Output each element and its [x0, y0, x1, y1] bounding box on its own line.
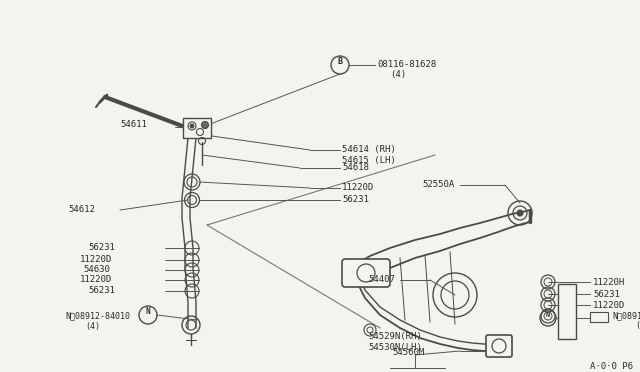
Text: 54529N(RH): 54529N(RH) — [368, 332, 422, 341]
Text: 54560M: 54560M — [392, 348, 424, 357]
FancyBboxPatch shape — [486, 335, 512, 357]
Text: 54530N(LH): 54530N(LH) — [368, 343, 422, 352]
Text: 08116-81628: 08116-81628 — [377, 60, 436, 69]
Text: 54407: 54407 — [368, 275, 395, 284]
Text: B: B — [337, 58, 342, 67]
FancyBboxPatch shape — [590, 312, 608, 322]
Text: 54612: 54612 — [68, 205, 95, 214]
Text: 52550A: 52550A — [422, 180, 454, 189]
Text: 56231: 56231 — [88, 286, 115, 295]
Text: N: N — [546, 312, 550, 318]
Text: 11220H: 11220H — [593, 278, 625, 287]
Text: 54630: 54630 — [83, 265, 110, 274]
Circle shape — [190, 124, 194, 128]
Text: 56231: 56231 — [593, 290, 620, 299]
Text: 54618: 54618 — [342, 163, 369, 172]
Circle shape — [202, 122, 209, 128]
Text: 54615 (LH): 54615 (LH) — [342, 156, 396, 165]
FancyBboxPatch shape — [558, 284, 576, 339]
FancyBboxPatch shape — [342, 259, 390, 287]
FancyBboxPatch shape — [183, 118, 211, 138]
Text: 11220D: 11220D — [593, 301, 625, 310]
Text: 11220D: 11220D — [80, 275, 112, 284]
Text: 11220D: 11220D — [80, 255, 112, 264]
Text: 54614 (RH): 54614 (RH) — [342, 145, 396, 154]
Circle shape — [517, 210, 523, 216]
Text: A·0·0 P6: A·0·0 P6 — [590, 362, 633, 371]
Text: 56231: 56231 — [88, 243, 115, 252]
Text: (4): (4) — [390, 70, 406, 79]
Text: 11220D: 11220D — [342, 183, 374, 192]
Text: N​08912-84010: N​08912-84010 — [65, 311, 130, 320]
Text: (4): (4) — [85, 322, 100, 331]
Text: 56231: 56231 — [342, 195, 369, 204]
Text: N​08912-70810: N​08912-70810 — [612, 311, 640, 320]
Text: 54611: 54611 — [120, 120, 147, 129]
Text: N: N — [146, 308, 150, 317]
Text: (2): (2) — [635, 321, 640, 330]
